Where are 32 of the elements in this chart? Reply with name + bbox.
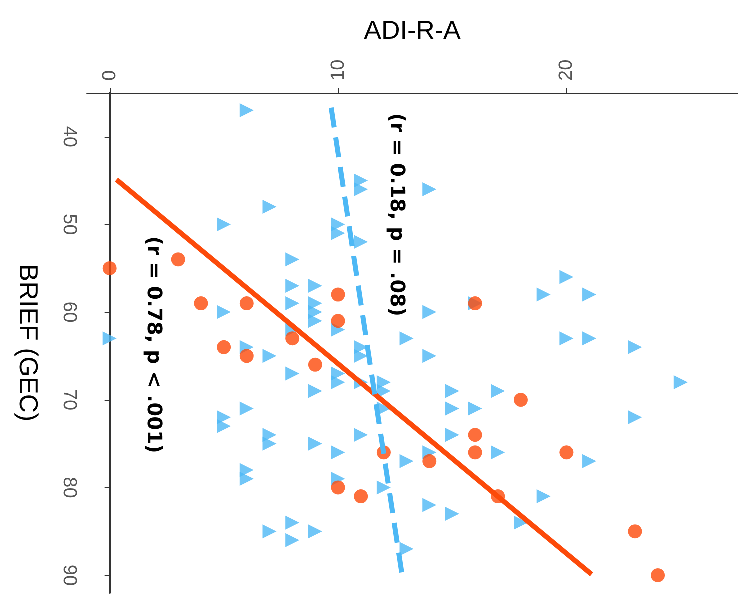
y-axis-title: BRIEF (GEC) (14, 264, 44, 422)
y-tick-label: 70 (59, 389, 80, 411)
point (331, 314, 346, 328)
point (651, 568, 666, 582)
annotation: (r = 0.78, p < .001) (143, 236, 167, 454)
point (308, 358, 322, 372)
point (422, 454, 437, 468)
point (560, 446, 574, 460)
annotation: (r = 0.18, p = .08) (386, 113, 410, 317)
point (354, 490, 368, 504)
point (217, 340, 232, 354)
point (331, 480, 346, 495)
x-tick-label: 0 (99, 70, 120, 81)
y-tick-label: 60 (59, 302, 80, 323)
point (194, 296, 208, 311)
point (286, 332, 300, 346)
point (171, 252, 186, 267)
point (514, 393, 528, 408)
y-tick-label: 40 (59, 126, 80, 148)
y-tick-label: 90 (59, 564, 80, 586)
y-tick-label: 50 (59, 214, 80, 236)
point (628, 524, 642, 539)
point (468, 446, 482, 460)
point (331, 288, 346, 302)
x-tick-label: 20 (556, 60, 578, 81)
y-tick-label: 80 (59, 477, 80, 498)
point (240, 296, 254, 311)
x-axis-title: ADI-R-A (364, 15, 462, 45)
x-tick-label: 10 (328, 60, 349, 81)
point (468, 428, 482, 442)
point (102, 261, 117, 276)
point (240, 349, 254, 364)
